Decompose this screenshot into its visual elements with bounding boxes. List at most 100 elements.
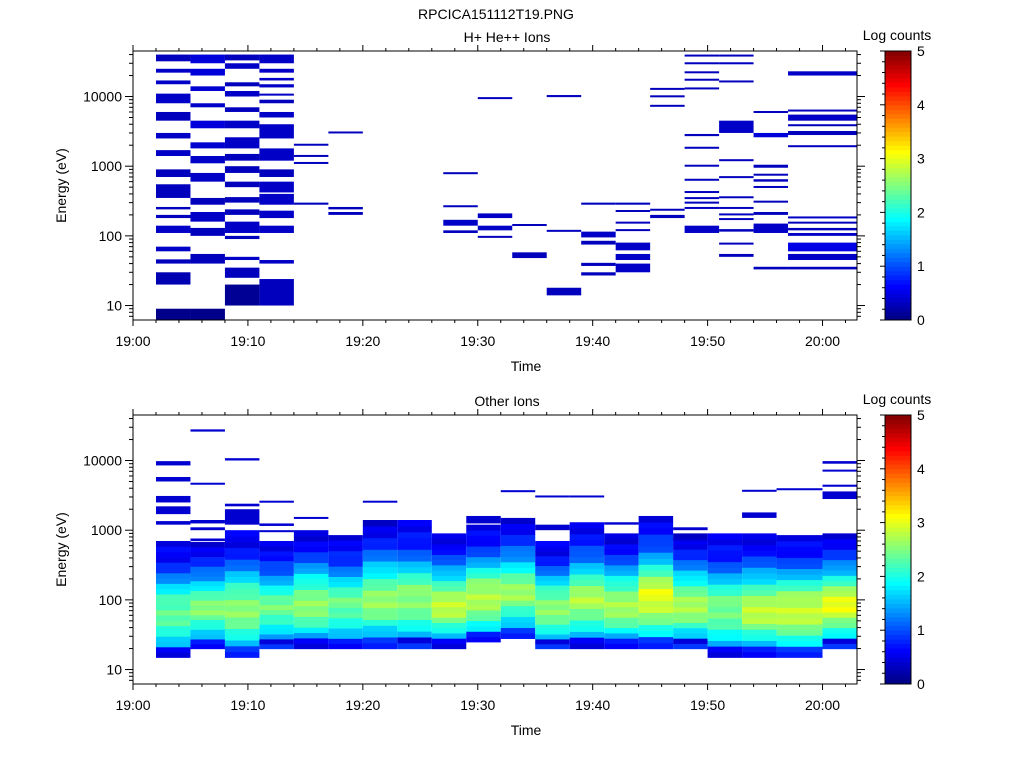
heatmap-cell <box>190 54 225 64</box>
heatmap-cell <box>788 71 857 76</box>
heatmap-cell <box>535 575 570 581</box>
heatmap-cell <box>259 575 294 581</box>
heatmap-cell <box>466 625 501 632</box>
heatmap-cell <box>500 534 536 541</box>
heatmap-cell <box>190 120 225 129</box>
heatmap-cell <box>328 643 363 650</box>
heatmap-cell <box>776 557 823 564</box>
y-tick-label: 1000 <box>91 158 122 174</box>
colorbar-cell <box>885 311 911 317</box>
heatmap-cell <box>397 601 432 609</box>
heatmap-cell <box>788 114 857 121</box>
colorbar-cell <box>885 545 911 550</box>
heatmap-cell <box>776 579 823 586</box>
colorbar-cell <box>885 558 911 564</box>
heatmap-cell <box>742 595 777 602</box>
heatmap-cell <box>362 555 398 562</box>
heatmap-cell <box>684 191 720 194</box>
heatmap-cell <box>328 571 363 577</box>
heatmap-cell <box>673 643 708 650</box>
heatmap-cell <box>466 515 501 524</box>
heatmap-cell <box>500 605 536 612</box>
y-tick-label: 10000 <box>83 453 122 469</box>
heatmap-cell <box>604 606 639 613</box>
heatmap-cell <box>581 202 616 205</box>
heatmap-cell <box>259 584 294 591</box>
heatmap-cell <box>397 619 432 626</box>
heatmap-cell <box>431 606 467 613</box>
heatmap-cell <box>707 600 743 608</box>
heatmap-cell <box>328 596 363 603</box>
heatmap-cell <box>293 143 329 146</box>
heatmap-cell <box>673 543 708 550</box>
heatmap-cell <box>431 543 467 550</box>
colorbar-cell <box>885 154 911 160</box>
heatmap-cell <box>742 640 777 647</box>
heatmap-cell <box>569 642 605 650</box>
heatmap-cell <box>569 585 605 592</box>
heatmap-cell <box>742 572 777 580</box>
heatmap-cell <box>569 602 605 609</box>
heatmap-cell <box>190 624 225 630</box>
colorbar-cell <box>885 594 911 600</box>
heatmap-cell <box>822 632 857 639</box>
panel-title: H+ He++ Ions <box>464 29 551 45</box>
heatmap-cell <box>190 595 225 601</box>
heatmap-cell <box>707 539 743 546</box>
heatmap-cell <box>155 214 191 219</box>
heatmap-cell <box>512 223 547 226</box>
heatmap-cell <box>638 588 674 595</box>
y-tick-label: 10000 <box>83 89 122 105</box>
heatmap-cell <box>224 54 260 61</box>
heatmap-cell <box>535 633 570 640</box>
heatmap-cell <box>259 589 294 596</box>
colorbar-cell <box>885 585 911 591</box>
heatmap-cell <box>293 637 329 644</box>
heatmap-cell <box>719 229 754 232</box>
heatmap-cell <box>535 565 570 571</box>
heatmap-cell <box>293 202 329 205</box>
heatmap-cell <box>259 279 294 306</box>
heatmap-cell <box>397 607 432 615</box>
heatmap-cell <box>224 639 260 647</box>
heatmap-cell <box>500 589 536 596</box>
colorbar-cell <box>885 634 911 640</box>
heatmap-cell <box>673 596 708 603</box>
heatmap-cell <box>638 618 674 626</box>
colorbar-cell <box>885 486 911 492</box>
heatmap-cell <box>293 562 329 569</box>
heatmap-cell <box>190 538 225 541</box>
heatmap-cell <box>673 527 708 531</box>
heatmap-cell <box>431 559 467 566</box>
heatmap-cell <box>638 576 674 583</box>
y-tick-label: 10 <box>106 662 122 678</box>
heatmap-cell <box>259 148 294 161</box>
colorbar-tick-label: 2 <box>917 568 925 584</box>
colorbar-cell <box>885 55 911 61</box>
plot-frame <box>132 50 858 321</box>
heatmap-cell <box>190 629 225 635</box>
colorbar-cell <box>885 149 911 155</box>
colorbar-cell <box>885 293 911 299</box>
heatmap-cell <box>431 580 467 587</box>
heatmap-cell <box>190 556 225 562</box>
heatmap-cell <box>569 619 605 627</box>
colorbar-cell <box>885 536 911 542</box>
heatmap-cell <box>293 643 329 650</box>
heatmap-cell <box>466 609 501 616</box>
heatmap-cell <box>753 200 789 203</box>
heatmap-cell <box>719 120 754 133</box>
heatmap-cell <box>155 184 191 198</box>
heatmap-cell <box>190 566 225 572</box>
heatmap-cell <box>535 619 570 625</box>
heatmap-cell <box>155 206 191 210</box>
heatmap-cell <box>259 633 294 640</box>
heatmap-cell <box>466 545 501 552</box>
heatmap-cell <box>776 596 823 603</box>
heatmap-cell <box>466 631 501 638</box>
heatmap-cell <box>362 636 398 644</box>
plot-area <box>155 54 857 320</box>
heatmap-cell <box>604 638 639 644</box>
heatmap-cell <box>822 543 857 550</box>
heatmap-cell <box>604 549 639 555</box>
